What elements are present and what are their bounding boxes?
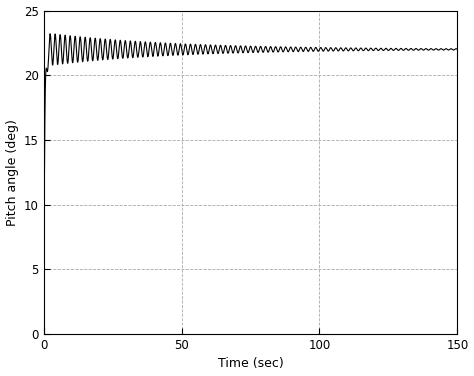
Y-axis label: Pitch angle (deg): Pitch angle (deg) [6,119,18,226]
X-axis label: Time (sec): Time (sec) [218,358,283,370]
